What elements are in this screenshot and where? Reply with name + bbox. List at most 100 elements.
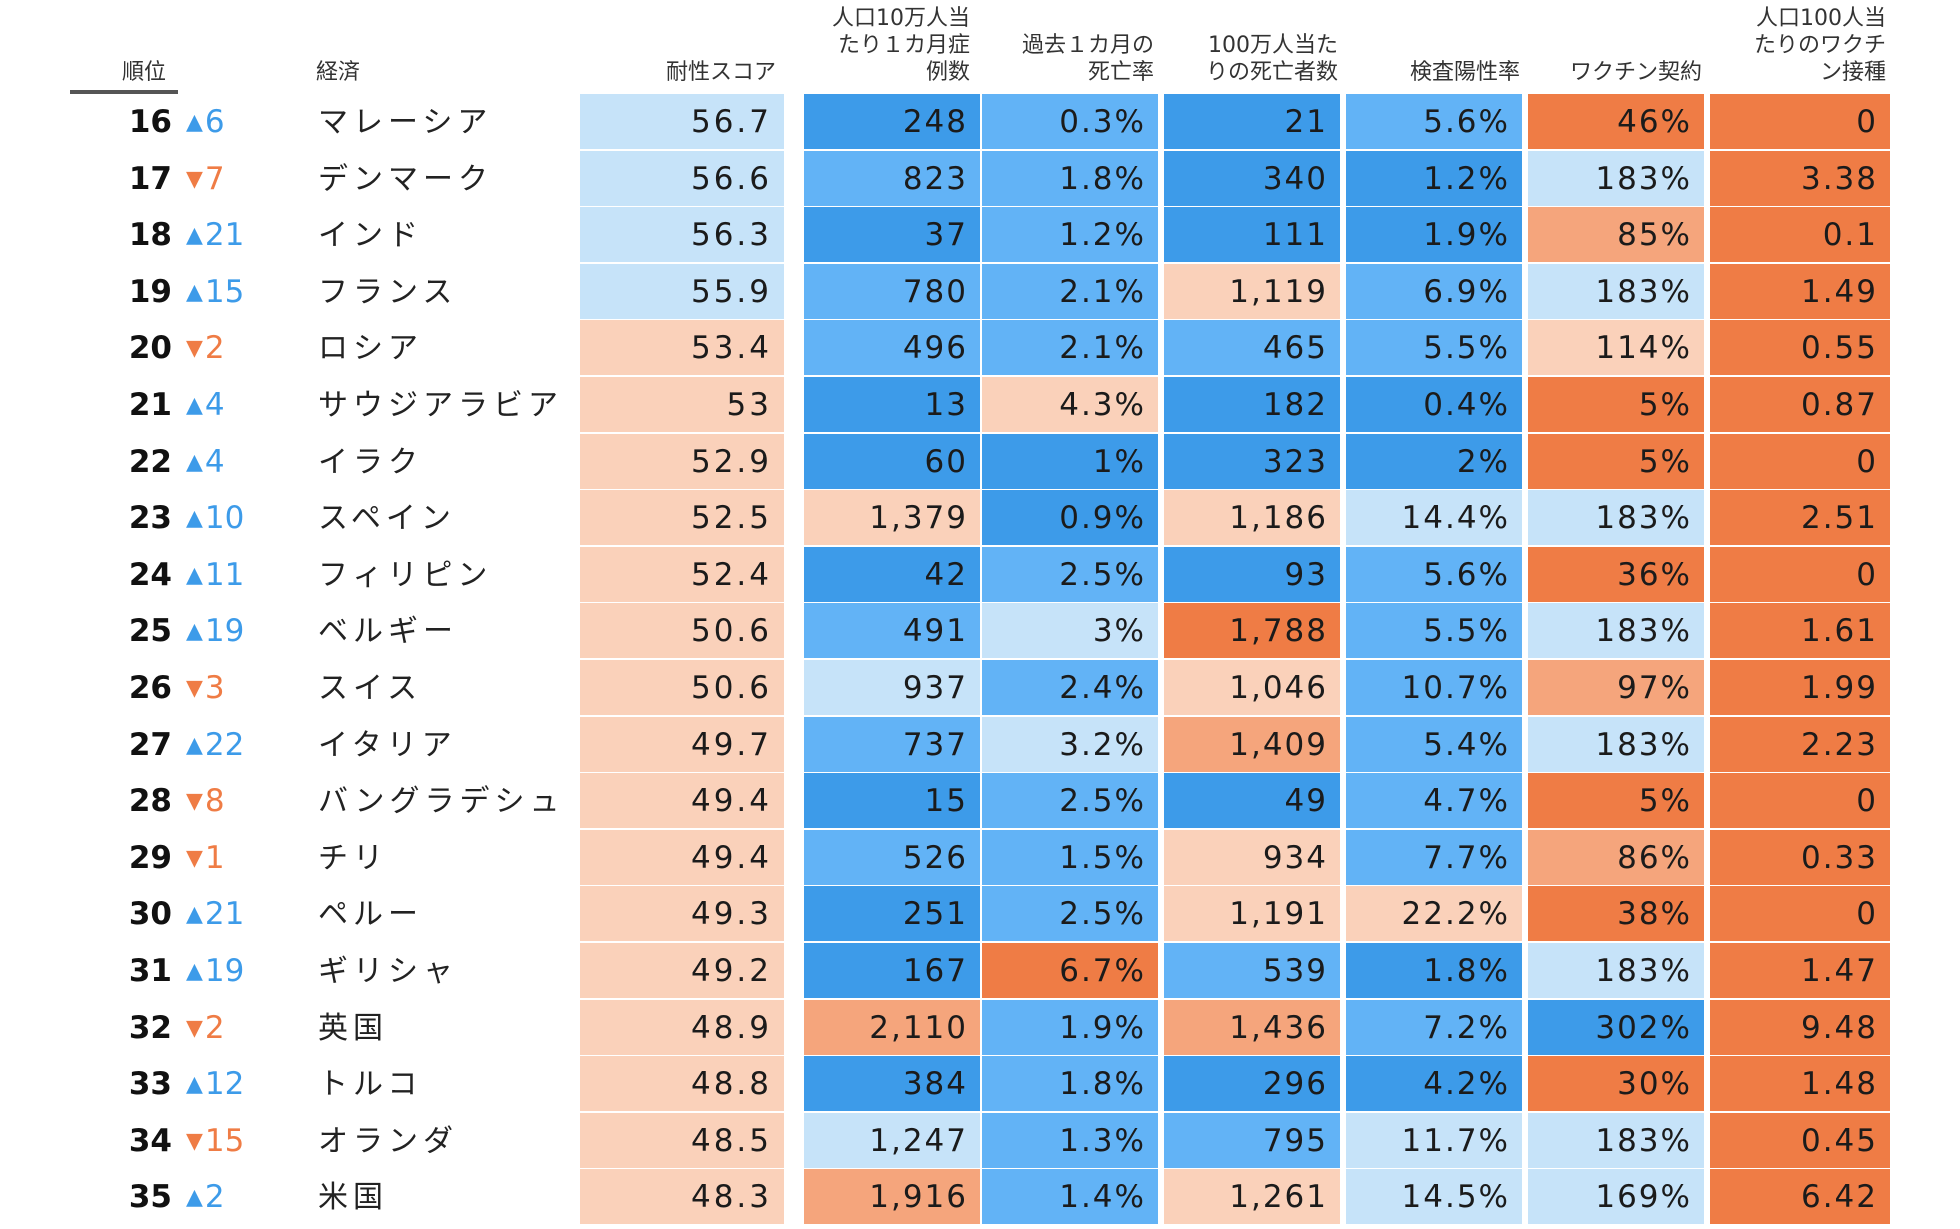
table-row[interactable]: 17 ▼7 デンマーク 56.6 823 1.8% 340 1.2% 183% 3.38 (0, 150, 1960, 208)
score-cell: 48.5 (580, 1112, 784, 1169)
deaths-cell: 934 (1164, 829, 1340, 886)
cfr-cell: 0.9% (982, 490, 1158, 547)
economy-name: スイス (318, 671, 423, 706)
deaths-cell: 93 (1164, 546, 1340, 603)
positivity-cell: 7.2% (1346, 999, 1522, 1056)
cfr-cell: 3.2% (982, 716, 1158, 773)
positivity-cell: 1.8% (1346, 943, 1522, 999)
header-economy[interactable]: 経済 (316, 60, 361, 85)
triangle-up-icon: ▲ (186, 449, 203, 475)
vaccine-deals-cell: 183% (1528, 1112, 1704, 1169)
vaccinations-cell: 2.23 (1710, 716, 1890, 773)
vaccine-deals-cell: 183% (1528, 263, 1704, 320)
vaccinations-cell: 3.38 (1710, 150, 1890, 207)
vaccine-deals-cell: 38% (1528, 886, 1704, 943)
table-row[interactable]: 31 ▲19 ギリシャ 49.2 167 6.7% 539 1.8% 183% 1.47 (0, 943, 1960, 1000)
economy-name: ベルギー (318, 614, 458, 650)
rank-cell: 19 (128, 273, 172, 310)
positivity-cell: 5.6% (1346, 94, 1522, 150)
rank-change: ▲19 (186, 603, 244, 660)
header-rank[interactable]: 順位 (122, 60, 167, 85)
rank-change: ▼1 (186, 830, 225, 887)
score-cell: 56.6 (580, 150, 784, 207)
table-row[interactable]: 35 ▲2 米国 48.3 1,916 1.4% 1,261 14.5% 169% 6.42 (0, 1169, 1960, 1226)
economy-name: サウジアラビア (318, 388, 563, 423)
header-vaccinations[interactable]: 人口100人当 たりのワクチ ン接種 (1753, 6, 1886, 85)
cases-cell: 384 (804, 1056, 980, 1113)
cfr-cell: 1.9% (982, 999, 1158, 1056)
table-row[interactable]: 30 ▲21 ペルー 49.3 251 2.5% 1,191 22.2% 38% 0 (0, 886, 1960, 943)
cfr-cell: 3% (982, 603, 1158, 660)
positivity-cell: 4.7% (1346, 773, 1522, 830)
vaccine-deals-cell: 183% (1528, 603, 1704, 660)
header-score[interactable]: 耐性スコア (665, 60, 776, 85)
table-row[interactable]: 22 ▲4 イラク 52.9 60 1% 323 2% 5% 0 (0, 433, 1960, 491)
cases-cell: 42 (804, 546, 980, 603)
table-row[interactable]: 21 ▲4 サウジアラビア 53 13 4.3% 182 0.4% 5% 0.87 (0, 377, 1960, 434)
table-row[interactable]: 32 ▼2 英国 48.9 2,110 1.9% 1,436 7.2% 302% 9.48 (0, 999, 1960, 1057)
triangle-up-icon: ▲ (186, 110, 203, 135)
economy-name: トルコ (318, 1067, 423, 1103)
triangle-down-icon: ▼ (186, 1015, 203, 1041)
economy-name: 米国 (318, 1180, 388, 1216)
rank-cell: 20 (128, 330, 172, 367)
cases-cell: 491 (804, 603, 980, 660)
rank-cell: 32 (128, 1009, 172, 1046)
header-cases[interactable]: 人口10万人当 たり１カ月症 例数 (832, 6, 970, 85)
vaccine-deals-cell: 183% (1528, 943, 1704, 999)
vaccinations-cell: 0 (1710, 433, 1890, 490)
economy-name: デンマーク (318, 161, 493, 197)
table-row[interactable]: 33 ▲12 トルコ 48.8 384 1.8% 296 4.2% 30% 1.48 (0, 1056, 1960, 1113)
table-row[interactable]: 34 ▼15 オランダ 48.5 1,247 1.3% 795 11.7% 183% 0.45 (0, 1112, 1960, 1170)
vaccinations-cell: 0.33 (1710, 829, 1890, 886)
triangle-up-icon: ▲ (186, 279, 203, 305)
rank-change-value: 4 (204, 443, 225, 480)
table-row[interactable]: 16 ▲6 マレーシア 56.7 248 0.3% 21 5.6% 46% 0 (0, 94, 1960, 151)
vaccinations-cell: 6.42 (1710, 1169, 1890, 1226)
table-row[interactable]: 23 ▲10 スペイン 52.5 1,379 0.9% 1,186 14.4% 183% 2.51 (0, 490, 1960, 547)
vaccine-deals-cell: 169% (1528, 1169, 1704, 1226)
rank-change: ▼7 (186, 151, 225, 208)
economy-name: ペルー (318, 897, 423, 933)
deaths-cell: 182 (1164, 377, 1340, 433)
economy-name: インド (318, 218, 423, 254)
cfr-cell: 4.3% (982, 377, 1158, 433)
cfr-cell: 1% (982, 433, 1158, 490)
rank-change-value: 15 (204, 1122, 245, 1159)
vaccine-deals-cell: 183% (1528, 150, 1704, 207)
vaccine-deals-cell: 183% (1528, 716, 1704, 773)
table-row[interactable]: 28 ▼8 バングラデシュ 49.4 15 2.5% 49 4.7% 5% 0 (0, 773, 1960, 830)
score-cell: 55.9 (580, 263, 784, 320)
positivity-cell: 22.2% (1346, 886, 1522, 943)
triangle-up-icon: ▲ (186, 1072, 203, 1098)
table-row[interactable]: 29 ▼1 チリ 49.4 526 1.5% 934 7.7% 86% 0.33 (0, 829, 1960, 887)
table-row[interactable]: 26 ▼3 スイス 50.6 937 2.4% 1,046 10.7% 97% 1.99 (0, 660, 1960, 717)
deaths-cell: 1,261 (1164, 1169, 1340, 1226)
rank-change-value: 2 (204, 1009, 225, 1046)
score-cell: 50.6 (580, 660, 784, 716)
triangle-down-icon: ▼ (186, 166, 203, 192)
table-row[interactable]: 20 ▼2 ロシア 53.4 496 2.1% 465 5.5% 114% 0.55 (0, 320, 1960, 377)
table-row[interactable]: 18 ▲21 インド 56.3 37 1.2% 111 1.9% 85% 0.1 (0, 207, 1960, 264)
vaccinations-cell: 0.55 (1710, 320, 1890, 377)
cfr-cell: 2.5% (982, 546, 1158, 603)
score-cell: 50.6 (580, 603, 784, 660)
score-cell: 52.9 (580, 433, 784, 490)
rank-change: ▲4 (186, 377, 225, 434)
table-row[interactable]: 27 ▲22 イタリア 49.7 737 3.2% 1,409 5.4% 183% 2.23 (0, 716, 1960, 774)
table-row[interactable]: 24 ▲11 フィリピン 52.4 42 2.5% 93 5.6% 36% 0 (0, 546, 1960, 604)
positivity-cell: 2% (1346, 433, 1522, 490)
table-row[interactable]: 25 ▲19 ベルギー 50.6 491 3% 1,788 5.5% 183% 1.61 (0, 603, 1960, 660)
rank-change: ▼15 (186, 1113, 244, 1170)
header-positivity[interactable]: 検査陽性率 (1409, 60, 1520, 85)
cases-cell: 37 (804, 207, 980, 264)
rank-change-value: 6 (204, 104, 225, 140)
deaths-cell: 465 (1164, 320, 1340, 377)
deaths-cell: 1,436 (1164, 999, 1340, 1056)
table-row[interactable]: 19 ▲15 フランス 55.9 780 2.1% 1,119 6.9% 183% 1.49 (0, 263, 1960, 321)
cases-cell: 15 (804, 773, 980, 830)
rank-change: ▼2 (186, 320, 225, 377)
header-deaths[interactable]: 100万人当た りの死亡者数 (1205, 33, 1338, 85)
header-cfr[interactable]: 過去１カ月の 死亡率 (1021, 33, 1154, 85)
header-vaccine-deals[interactable]: ワクチン契約 (1569, 60, 1702, 85)
